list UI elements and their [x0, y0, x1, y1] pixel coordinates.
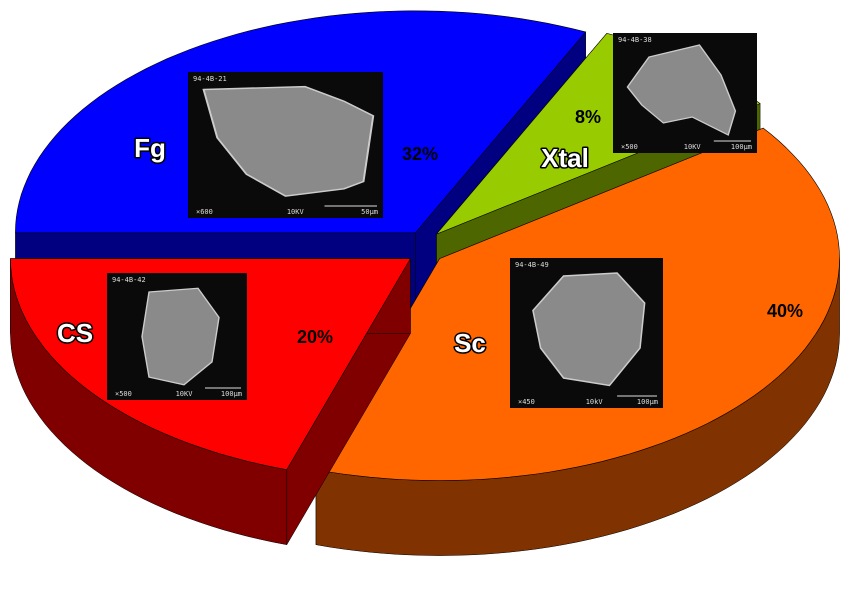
micrograph-scale: 100µm: [637, 398, 658, 406]
category-label: Xtal: [541, 143, 589, 173]
micrograph-particle: [202, 85, 375, 197]
micrograph-scale: 50µm: [361, 208, 378, 216]
micrograph-scale: 100µm: [221, 390, 242, 398]
micrograph-scale: 100µm: [731, 143, 752, 151]
value-label: 32%: [402, 144, 438, 164]
category-label: Sc: [454, 328, 486, 358]
micrograph-magnification: ×600: [196, 208, 213, 216]
micrograph-magnification: ×500: [621, 143, 638, 151]
micrograph-particle: [141, 287, 220, 386]
micrograph: 94-4B-49 ×450 10kV 100µm: [510, 258, 663, 408]
category-label: Fg: [134, 133, 166, 163]
value-label: 8%: [575, 107, 601, 127]
micrograph-particle: [532, 272, 646, 387]
micrograph: 94-4B-42 ×500 10KV 100µm: [107, 273, 247, 400]
micrograph-magnification: ×450: [518, 398, 535, 406]
micrograph-id: 94-4B-42: [112, 276, 146, 284]
micrograph-voltage: 10KV: [684, 143, 702, 151]
category-label: CS: [57, 318, 93, 348]
micrograph-voltage: 10KV: [287, 208, 305, 216]
micrograph-voltage: 10KV: [176, 390, 194, 398]
micrograph-magnification: ×500: [115, 390, 132, 398]
micrograph: 94-4B-38 ×500 10KV 100µm: [613, 33, 757, 153]
value-label: 20%: [297, 327, 333, 347]
value-label: 40%: [767, 301, 803, 321]
micrograph: 94-4B-21 ×600 10KV 50µm: [188, 72, 383, 218]
micrograph-id: 94-4B-21: [193, 75, 227, 83]
micrograph-id: 94-4B-38: [618, 36, 652, 44]
micrograph-id: 94-4B-49: [515, 261, 549, 269]
micrograph-particle: [626, 44, 737, 136]
micrograph-voltage: 10kV: [586, 398, 604, 406]
